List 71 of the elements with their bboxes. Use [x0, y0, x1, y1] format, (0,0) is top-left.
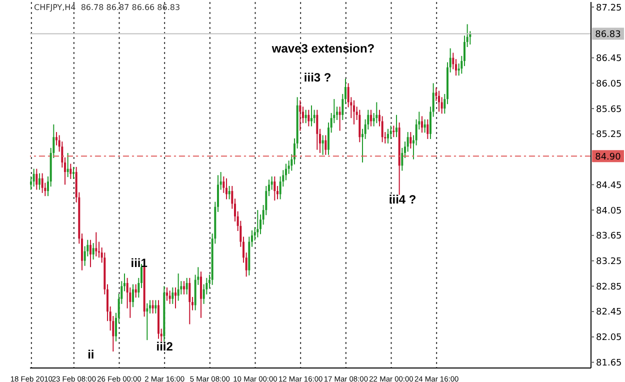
annotation: wave3 extension?	[270, 42, 375, 56]
y-tick-label: 83.25	[596, 256, 622, 267]
chart-title: CHFJPY,H4 86.78 86.87 86.66 86.83	[34, 3, 180, 12]
candlestick	[134, 284, 137, 298]
candlestick	[66, 152, 69, 178]
y-tick-label: 86.45	[596, 54, 622, 64]
candlestick	[132, 284, 134, 308]
candlestick	[358, 109, 361, 143]
candlestick	[387, 128, 389, 144]
candlestick	[421, 116, 423, 134]
candlestick	[72, 166, 74, 180]
candlestick	[154, 300, 157, 314]
y-tick-label: 82.05	[596, 333, 622, 344]
ref-line-label: 86.83	[595, 30, 621, 40]
annotation: iii1	[130, 256, 148, 270]
y-tick-label: 82.45	[596, 308, 622, 318]
candlestick	[200, 271, 202, 318]
candlestick	[228, 185, 230, 200]
candlestick	[316, 109, 318, 150]
candlestick	[172, 286, 174, 304]
candlestick	[308, 109, 310, 127]
y-tick-label: 86.05	[596, 79, 622, 90]
candlestick	[174, 286, 176, 309]
ref-line-label: 84.90	[595, 152, 622, 163]
y-tick-label: 84.05	[596, 206, 622, 216]
annotation: iii2	[156, 340, 174, 354]
candlestick	[376, 102, 378, 124]
candlestick	[90, 239, 92, 268]
candlestick	[410, 132, 412, 150]
candlestick	[95, 232, 98, 257]
candlestick	[226, 178, 228, 200]
candlestick	[424, 118, 426, 134]
candlestick	[32, 168, 35, 188]
candlestick	[299, 100, 302, 132]
y-tick-label: 84.45	[596, 180, 622, 191]
y-tick-label: 85.25	[596, 130, 622, 140]
y-tick-label: 87.25	[596, 3, 622, 14]
candlestick	[390, 125, 392, 140]
candlestick	[274, 176, 276, 202]
annotation: ii	[88, 347, 94, 362]
candlestick	[183, 280, 185, 295]
candlestick	[438, 90, 440, 112]
candlestick	[322, 134, 324, 156]
candlestick	[256, 210, 259, 238]
y-tick-label: 85.65	[596, 104, 622, 115]
candlestick	[304, 109, 307, 124]
candlestick	[38, 172, 40, 190]
candlestick	[92, 242, 94, 260]
y-tick-label: 81.65	[596, 358, 622, 368]
candlestick	[177, 272, 180, 302]
annotation: iii4 ?	[388, 192, 416, 207]
candlestick	[36, 168, 38, 190]
candlestick	[396, 114, 398, 138]
candlestick	[188, 277, 191, 325]
candlestick	[338, 106, 341, 132]
candlestick	[166, 286, 168, 302]
candlestick	[370, 109, 372, 127]
candlestick	[426, 118, 429, 140]
y-tick-label: 82.85	[596, 282, 622, 292]
candlestick	[313, 109, 316, 124]
candlestick	[186, 277, 188, 295]
candlestick	[146, 302, 148, 341]
annotation: iii3 ?	[304, 70, 332, 85]
candlestick	[70, 163, 72, 180]
candlestick	[152, 300, 154, 314]
candlestick	[353, 100, 355, 125]
y-tick-label: 83.65	[596, 232, 622, 242]
candlestick	[310, 104, 312, 127]
candlestick	[324, 134, 327, 156]
candlestick	[168, 290, 171, 304]
candlestick	[41, 172, 44, 194]
